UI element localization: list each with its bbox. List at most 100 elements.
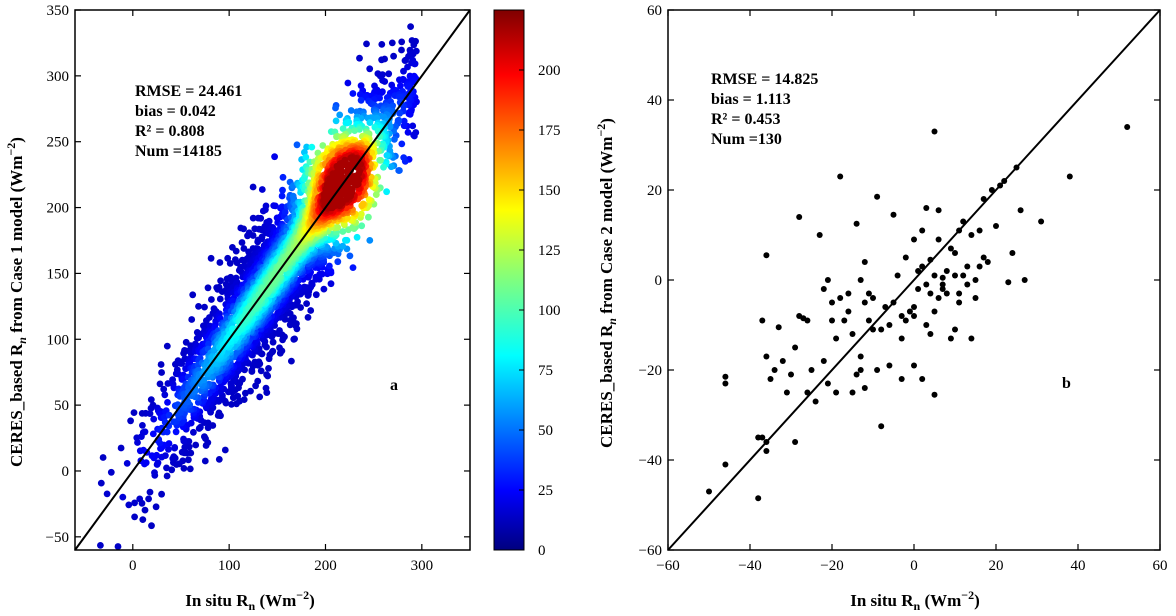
x-tick-label-b: −20	[820, 558, 843, 574]
density-point	[356, 167, 363, 175]
density-point	[188, 316, 196, 323]
density-point	[325, 179, 333, 187]
colorbar-tick-label: 150	[538, 183, 561, 199]
scatter-point	[952, 326, 958, 333]
density-point	[207, 254, 215, 262]
density-point	[147, 396, 155, 403]
density-point	[170, 418, 178, 426]
y-tick-label-a: 250	[47, 135, 70, 151]
density-point	[216, 259, 224, 266]
colorbar-ticks: 0 25 50 75 100 125 150 175 200	[519, 63, 561, 559]
scatter-point	[939, 274, 946, 281]
density-point	[346, 252, 354, 260]
density-point	[411, 60, 419, 68]
density-point	[356, 54, 363, 62]
y-tick-label-a: 50	[54, 398, 69, 414]
density-point	[204, 284, 212, 292]
scatter-point	[993, 223, 999, 229]
scatter-point	[952, 250, 958, 256]
scatter-point	[935, 236, 942, 243]
scatter-point	[886, 362, 893, 369]
density-point	[308, 143, 316, 151]
density-point	[150, 415, 158, 423]
density-point	[332, 104, 339, 112]
density-point	[232, 247, 240, 255]
density-point	[356, 91, 364, 98]
density-point	[376, 156, 384, 164]
density-point	[192, 441, 200, 449]
density-point	[412, 47, 420, 55]
scatter-point	[857, 277, 864, 283]
density-point	[341, 159, 348, 167]
scatter-point	[808, 367, 815, 373]
scatter-point	[878, 423, 885, 430]
x-tick-label-a: 100	[218, 558, 241, 574]
density-point	[258, 186, 266, 193]
density-point	[342, 236, 349, 244]
stat-r2-a: R² = 0.808	[135, 123, 204, 140]
points-b	[706, 124, 1131, 502]
density-point	[131, 499, 139, 507]
density-point	[407, 23, 414, 30]
scatter-point	[775, 324, 782, 331]
density-point	[233, 259, 241, 267]
scatter-point	[759, 317, 766, 324]
density-point	[358, 202, 366, 210]
density-point	[304, 314, 312, 321]
scatter-point	[771, 367, 778, 373]
x-tick-label-b: 40	[1071, 558, 1086, 574]
density-point	[376, 94, 383, 102]
density-point	[152, 503, 160, 511]
scatter-point	[845, 308, 852, 315]
scatter-point	[853, 371, 860, 378]
density-point	[130, 409, 138, 416]
density-point	[180, 465, 188, 472]
scatter-point	[1005, 279, 1012, 286]
density-point	[240, 245, 248, 252]
density-point	[344, 214, 351, 222]
density-point	[300, 283, 308, 291]
scatter-point	[935, 295, 942, 301]
density-point	[163, 464, 170, 472]
density-point	[158, 490, 166, 498]
density-point	[365, 213, 372, 221]
colorbar: 0 25 50 75 100 125 150 175 200	[493, 9, 561, 559]
scatter-point	[755, 434, 762, 441]
density-point	[257, 214, 265, 222]
scatter-point	[829, 317, 835, 324]
scatter-point	[861, 385, 868, 391]
density-point	[262, 202, 270, 210]
scatter-point	[878, 326, 885, 333]
scatter-point	[1009, 250, 1016, 256]
panel-b: −60 −40 −20 0 20 40 60 −60 −40 −20 0 20 40 60 RMSE =…	[594, 3, 1168, 613]
scatter-point	[968, 232, 975, 238]
density-point	[247, 387, 254, 395]
scatter-point	[911, 236, 917, 243]
y-axis-label-a: CERES_based Rn from Case 1 model (Wm−2)	[4, 137, 29, 467]
scatter-point	[865, 317, 872, 324]
density-point	[263, 371, 270, 378]
y-axis-a: −50 0 50 100 150 200 250 300 350	[46, 3, 470, 546]
density-point	[233, 279, 241, 286]
y-axis-label-b: CERES_based Rn from Case 2 model (Wm−2)	[594, 118, 619, 448]
scatter-point	[837, 295, 844, 301]
y-tick-label-b: −40	[639, 453, 662, 469]
density-point	[158, 453, 166, 461]
density-point	[318, 270, 326, 278]
x-tick-label-b: 60	[1153, 558, 1168, 574]
scatter-point	[886, 322, 893, 328]
density-point	[156, 380, 164, 388]
scatter-point	[968, 335, 975, 342]
density-point	[378, 41, 386, 48]
scatter-point	[853, 220, 860, 227]
scatter-point	[779, 358, 786, 364]
density-point	[288, 357, 295, 365]
density-point	[164, 399, 171, 406]
density-point	[350, 159, 358, 167]
density-point	[146, 488, 154, 496]
density-point	[119, 493, 127, 501]
density-point	[138, 433, 145, 440]
density-point	[178, 360, 186, 367]
density-point	[293, 141, 301, 149]
density-point	[357, 210, 365, 218]
